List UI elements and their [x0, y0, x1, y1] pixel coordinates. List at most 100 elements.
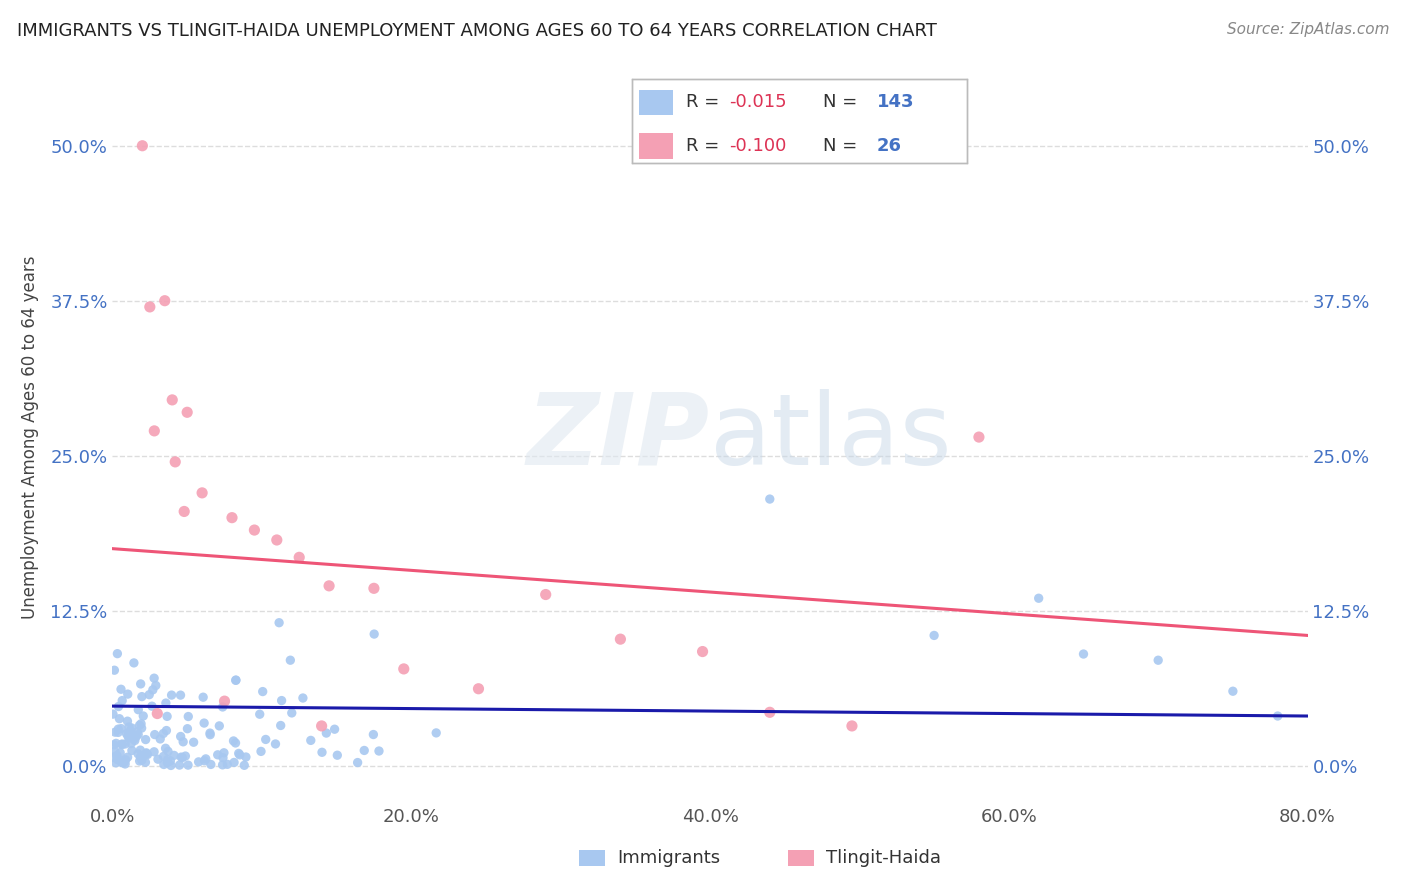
Point: [101, 707, 124, 722]
Point: [105, 748, 128, 763]
Point: [291, 691, 314, 706]
Point: [193, 716, 215, 731]
Point: [103, 663, 125, 677]
Text: ZIP: ZIP: [527, 389, 710, 485]
Point: [105, 647, 128, 661]
Point: [288, 550, 311, 565]
Point: [149, 731, 172, 746]
Point: [211, 700, 233, 714]
Point: [311, 719, 333, 733]
Point: [118, 720, 141, 734]
Point: [114, 753, 136, 767]
Point: [841, 719, 863, 733]
Point: [160, 688, 183, 702]
Point: [104, 756, 127, 770]
Point: [280, 653, 302, 667]
Point: [104, 744, 127, 758]
Point: [115, 726, 138, 740]
Point: [299, 733, 322, 747]
Point: [363, 582, 385, 596]
Point: [155, 696, 177, 710]
Point: [250, 744, 273, 758]
Point: [155, 723, 177, 738]
Point: [211, 757, 233, 772]
Point: [103, 738, 125, 752]
Point: [111, 756, 134, 770]
Point: [157, 744, 180, 758]
Point: [125, 730, 148, 744]
Point: [139, 300, 162, 314]
Point: [111, 738, 134, 752]
Point: [172, 735, 194, 749]
Point: [138, 688, 160, 702]
Point: [162, 392, 183, 407]
Point: [363, 727, 385, 741]
Point: [172, 750, 194, 764]
Point: [1222, 684, 1244, 698]
Point: [922, 628, 945, 642]
Point: [392, 662, 415, 676]
Text: IMMIGRANTS VS TLINGIT-HAIDA UNEMPLOYMENT AMONG AGES 60 TO 64 YEARS CORRELATION C: IMMIGRANTS VS TLINGIT-HAIDA UNEMPLOYMENT…: [17, 22, 936, 40]
Point: [131, 690, 153, 704]
Point: [122, 731, 145, 746]
Point: [141, 699, 163, 714]
Point: [143, 671, 166, 685]
Point: [353, 743, 375, 757]
Point: [228, 747, 250, 761]
Point: [759, 491, 782, 506]
Point: [194, 752, 217, 766]
Point: [112, 756, 135, 770]
FancyBboxPatch shape: [787, 849, 814, 866]
Point: [117, 714, 139, 728]
Point: [311, 745, 333, 759]
Point: [108, 746, 131, 760]
Point: [269, 615, 291, 630]
Point: [155, 741, 177, 756]
Point: [176, 722, 198, 736]
Point: [200, 757, 222, 772]
Point: [131, 138, 153, 153]
Point: [1073, 647, 1095, 661]
Point: [105, 736, 128, 750]
Point: [153, 757, 176, 772]
Point: [163, 748, 186, 763]
Point: [135, 746, 157, 760]
Point: [225, 673, 247, 687]
Point: [142, 682, 165, 697]
Point: [187, 755, 209, 769]
Point: [191, 690, 214, 705]
Point: [127, 727, 149, 741]
Point: [235, 750, 257, 764]
Point: [222, 734, 245, 748]
Point: [127, 703, 149, 717]
Point: [114, 756, 136, 771]
Point: [159, 754, 181, 768]
Point: [270, 693, 292, 707]
Point: [1028, 591, 1050, 606]
Y-axis label: Unemployment Among Ages 60 to 64 years: Unemployment Among Ages 60 to 64 years: [21, 255, 39, 619]
Point: [225, 736, 247, 750]
Point: [122, 656, 145, 670]
Point: [217, 757, 239, 772]
Point: [323, 723, 346, 737]
Point: [110, 682, 132, 697]
Point: [129, 716, 152, 731]
Point: [198, 728, 221, 742]
Point: [111, 737, 134, 751]
Point: [315, 726, 337, 740]
Point: [229, 747, 252, 762]
Point: [121, 743, 143, 757]
Text: atlas: atlas: [710, 389, 952, 485]
Point: [169, 758, 191, 772]
Point: [177, 709, 200, 723]
Point: [101, 750, 124, 764]
Point: [198, 726, 221, 740]
Point: [129, 743, 152, 757]
Point: [156, 753, 179, 767]
Point: [127, 747, 149, 761]
Point: [128, 718, 150, 732]
Point: [346, 756, 368, 770]
Point: [136, 747, 159, 762]
FancyBboxPatch shape: [579, 849, 605, 866]
Point: [207, 747, 229, 762]
